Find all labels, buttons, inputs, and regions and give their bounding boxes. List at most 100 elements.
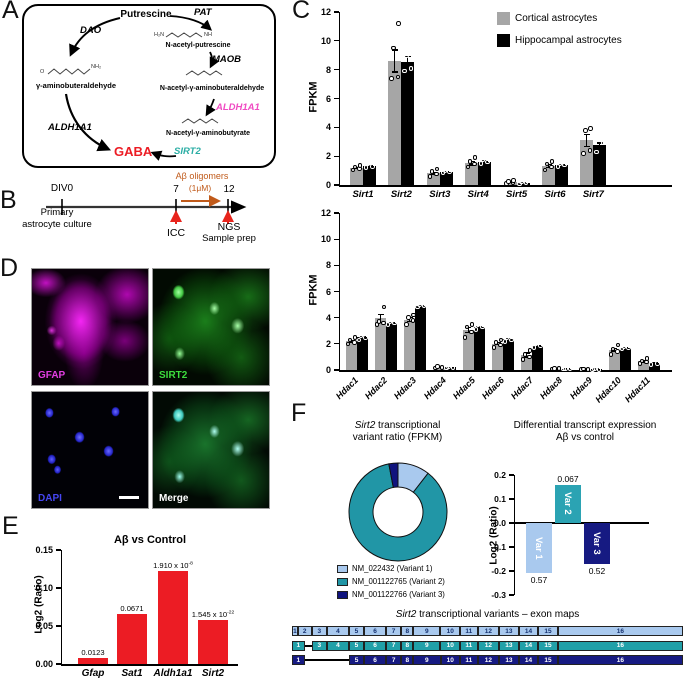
donut-legend-swatch [337,590,348,599]
data-point [615,349,620,354]
data-point [549,158,555,164]
exon-map-row: 1 3 4 5 6 7 8 9 10 11 12 13 14 15 16 [292,640,683,651]
x-category-label: Sirt5 [506,189,528,200]
aldh1a1-left-label: ALDH1A1 [48,122,92,133]
error-cap [366,166,373,168]
exon-block: 7 [385,626,402,636]
div0-label: DIV0 [50,183,74,194]
bar [404,319,416,370]
exon-map-row: 1 5 6 7 8 9 10 11 12 13 14 15 16 [292,655,683,665]
y-tick [508,522,514,524]
exon-block: 14 [518,626,539,636]
data-point [411,312,416,318]
data-point [626,345,631,351]
n-acetyl-aldehyde-label: N-acetyl-γ-aminobuteraldehyde [159,85,265,92]
bar-value-label: 1.545 x 10-22 [191,609,235,619]
exon-map-title-rest: transcriptional variants – exon maps [416,609,580,620]
y-tick-label: 8 [325,64,331,75]
bar [117,613,147,664]
exon-block: 11 [460,655,478,665]
x-category-label: Sirt4 [467,189,489,200]
data-point [475,321,481,327]
error-cap [476,327,483,329]
legend-label: Cortical astrocytes [515,13,598,24]
y-tick-label: 0.0 [494,518,506,528]
exon-block: 13 [499,640,519,651]
aldh1a1-right-arrow [205,98,216,117]
bar [462,330,474,370]
maob-enzyme-label: MAOB [212,54,242,65]
exon-block: 13 [499,626,519,636]
data-point [491,345,497,351]
error-cap [388,322,395,324]
data-point [552,366,557,371]
y-tick-label: 0.00 [35,659,53,669]
donut-legend-item: NM_001122766 (Variant 3) [337,590,445,599]
data-point [467,158,473,164]
data-point [563,366,568,371]
pat-enzyme-label: PAT [194,7,212,18]
data-point [519,179,524,185]
panel-d-label: D [0,254,19,282]
y-tick [333,40,339,42]
scale-bar [119,496,139,499]
bar [388,61,402,185]
n-acetyl-putrescine-label: N-acetyl-putrescine [165,42,231,49]
exon-block: 3 [311,626,328,636]
exon-block: 11 [460,626,478,636]
y-tick-label: 0.2 [494,470,506,480]
bar [363,166,376,185]
exon-block: 8 [401,640,414,651]
y-axis [338,12,340,185]
error-cap [366,165,373,167]
bar [473,327,485,370]
y-tick-label: 0 [325,365,331,375]
y-tick [333,126,339,128]
y-tick-label: 2 [325,338,331,349]
donut-legend-item: NM_022432 (Variant 1) [337,564,432,573]
error-cap [406,320,413,322]
bar [375,318,387,370]
data-point [639,358,645,364]
x-category-label: Sirt2 [201,668,225,679]
data-point [439,365,445,370]
error-cap [404,67,411,69]
donut-slice [388,462,399,489]
data-point [511,178,516,183]
panel-f-label: F [291,399,307,427]
y-tick [333,97,339,100]
sample-prep-label: Sample prep [202,233,256,244]
donut-legend-label: NM_001122766 (Variant 3) [352,590,445,599]
error-bar [547,164,550,169]
exon-map-row: 1 2 3 4 5 6 7 8 9 10 11 12 13 14 15 16 [292,626,683,636]
y-tick [55,549,61,551]
error-cap [583,133,590,135]
panel-b-label: B [0,186,17,214]
y-axis-title: FPKM [307,273,320,306]
bar [350,167,363,185]
primary-label-line1: Primary [40,207,74,218]
bar-category-label: Var 2 [562,492,573,516]
icc-label: ICC [166,227,186,239]
y-tick-label: -0.2 [491,566,506,576]
panel-a-label: A [2,0,19,24]
data-point [583,127,588,133]
data-point [365,161,371,167]
data-point [504,335,510,341]
bar [78,657,108,664]
data-point [442,168,448,173]
data-point [485,159,490,165]
data-point [356,337,362,343]
legend-swatch [497,34,510,47]
dapi-image: DAPI [31,391,149,509]
x-axis [338,370,672,372]
y-tick [333,238,339,240]
data-point [434,171,439,177]
bar [521,354,533,370]
y-tick-label: 10 [320,35,331,46]
data-point [655,361,660,366]
data-point [389,76,394,81]
error-bar [586,133,588,147]
diff-title-line1: Differential transcript expression [513,420,657,431]
